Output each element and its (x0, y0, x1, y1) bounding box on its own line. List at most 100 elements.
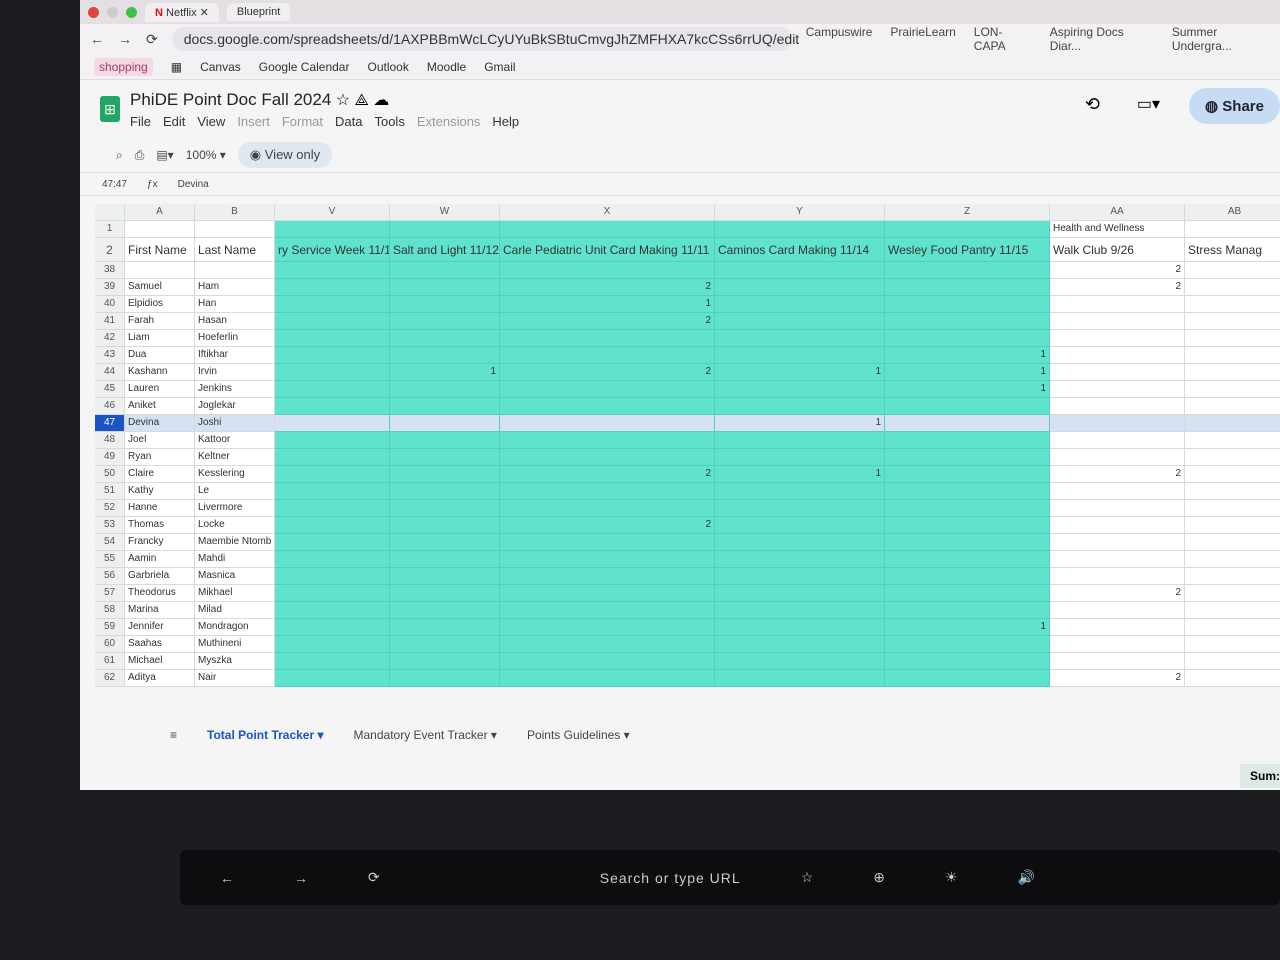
star-icon[interactable]: ☆ (800, 869, 814, 885)
move-icon[interactable]: ⟁ (354, 91, 369, 109)
cell[interactable]: 2 (500, 466, 715, 483)
cell[interactable] (500, 449, 715, 466)
cell[interactable] (885, 585, 1050, 602)
cell[interactable] (500, 670, 715, 687)
row-header[interactable]: 60 (95, 636, 125, 653)
cell[interactable] (715, 398, 885, 415)
cell[interactable] (390, 619, 500, 636)
cell[interactable] (1050, 381, 1185, 398)
back-icon[interactable]: ← (90, 31, 104, 47)
cell[interactable]: 2 (1050, 279, 1185, 296)
cell[interactable] (1050, 500, 1185, 517)
cell[interactable]: 1 (885, 347, 1050, 364)
cell[interactable]: Han (195, 296, 275, 313)
cell[interactable] (275, 398, 390, 415)
cell[interactable] (1050, 347, 1185, 364)
bookmark-summer-undergrad[interactable]: Summer Undergra... (1171, 25, 1232, 53)
cell[interactable] (1185, 221, 1280, 238)
cell[interactable] (390, 551, 500, 568)
cell[interactable]: Locke (195, 517, 275, 534)
cell[interactable] (390, 432, 500, 449)
cell[interactable]: Kashann (125, 364, 195, 381)
cell[interactable]: AA (1050, 204, 1185, 221)
cell[interactable] (715, 432, 885, 449)
cell[interactable] (275, 432, 390, 449)
cell[interactable] (390, 517, 500, 534)
reload-icon[interactable]: ⟳ (368, 869, 380, 885)
cell[interactable] (715, 279, 885, 296)
cell[interactable] (275, 296, 390, 313)
cell[interactable] (275, 449, 390, 466)
row-header[interactable]: 57 (95, 585, 125, 602)
cell[interactable] (390, 221, 500, 238)
cell[interactable] (715, 221, 885, 238)
cell[interactable] (715, 602, 885, 619)
cell[interactable] (885, 551, 1050, 568)
cell[interactable] (390, 313, 500, 330)
cell[interactable]: Ryan (125, 449, 195, 466)
cell[interactable]: Francky (125, 534, 195, 551)
name-box[interactable]: 47:47 (102, 178, 128, 190)
cell[interactable] (1050, 296, 1185, 313)
cell[interactable] (390, 602, 500, 619)
cell[interactable] (885, 398, 1050, 415)
cell[interactable] (1185, 568, 1280, 585)
cell[interactable] (715, 296, 885, 313)
cell[interactable]: Masnica (195, 568, 275, 585)
cell[interactable]: Aniket (125, 398, 195, 415)
cell[interactable] (715, 636, 885, 653)
cell[interactable] (500, 398, 715, 415)
cell[interactable]: Mondragon (195, 619, 275, 636)
share-button[interactable]: ◍ Share (1189, 88, 1280, 124)
cell[interactable]: Thomas (125, 517, 195, 534)
cell[interactable]: Jenkins (195, 381, 275, 398)
cell[interactable] (885, 466, 1050, 483)
cell[interactable] (885, 221, 1050, 238)
cell[interactable] (1185, 313, 1280, 330)
cell[interactable] (275, 534, 390, 551)
row-header[interactable]: 47 (95, 415, 125, 432)
cell[interactable]: Wesley Food Pantry 11/15 (885, 238, 1050, 262)
cell[interactable]: 1 (885, 619, 1050, 636)
cell[interactable]: Caminos Card Making 11/14 (715, 238, 885, 262)
row-header[interactable]: 38 (95, 262, 125, 279)
row-header[interactable]: 58 (95, 602, 125, 619)
cell[interactable]: X (500, 204, 715, 221)
cell[interactable]: 1 (390, 364, 500, 381)
row-header[interactable]: 48 (95, 432, 125, 449)
meet-icon[interactable]: ▭▾ (1136, 96, 1160, 113)
cell[interactable] (885, 636, 1050, 653)
cell[interactable] (500, 619, 715, 636)
cell[interactable] (885, 670, 1050, 687)
cell[interactable]: V (275, 204, 390, 221)
cell[interactable]: A (125, 204, 195, 221)
row-header[interactable]: 45 (95, 381, 125, 398)
bookmark-aspiring-docs[interactable]: Aspiring Docs Diar... (1049, 25, 1124, 53)
cell[interactable] (500, 602, 715, 619)
cell[interactable] (885, 296, 1050, 313)
cell[interactable]: Mahdi (195, 551, 275, 568)
cell[interactable]: Muthineni (195, 636, 275, 653)
cell[interactable] (1050, 602, 1185, 619)
row-header[interactable]: 49 (95, 449, 125, 466)
row-header[interactable]: 61 (95, 653, 125, 670)
row-header[interactable]: 52 (95, 500, 125, 517)
cell[interactable] (390, 347, 500, 364)
cell[interactable]: Salt and Light 11/12 (390, 238, 500, 262)
row-header[interactable]: 2 (95, 238, 125, 262)
cell[interactable] (275, 483, 390, 500)
cell[interactable] (885, 517, 1050, 534)
cell[interactable] (500, 636, 715, 653)
cell[interactable] (195, 221, 275, 238)
cell[interactable]: Keltner (195, 449, 275, 466)
cell[interactable]: 2 (500, 313, 715, 330)
menu-format[interactable]: Format (281, 113, 323, 129)
cloud-status-icon[interactable]: ☁ (373, 91, 390, 109)
cell[interactable]: Iftikhar (195, 347, 275, 364)
cell[interactable] (1185, 534, 1280, 551)
cell[interactable] (275, 415, 390, 432)
cell[interactable]: Lauren (125, 381, 195, 398)
row-header[interactable]: 39 (95, 279, 125, 296)
cell[interactable] (275, 517, 390, 534)
cell[interactable] (715, 381, 885, 398)
